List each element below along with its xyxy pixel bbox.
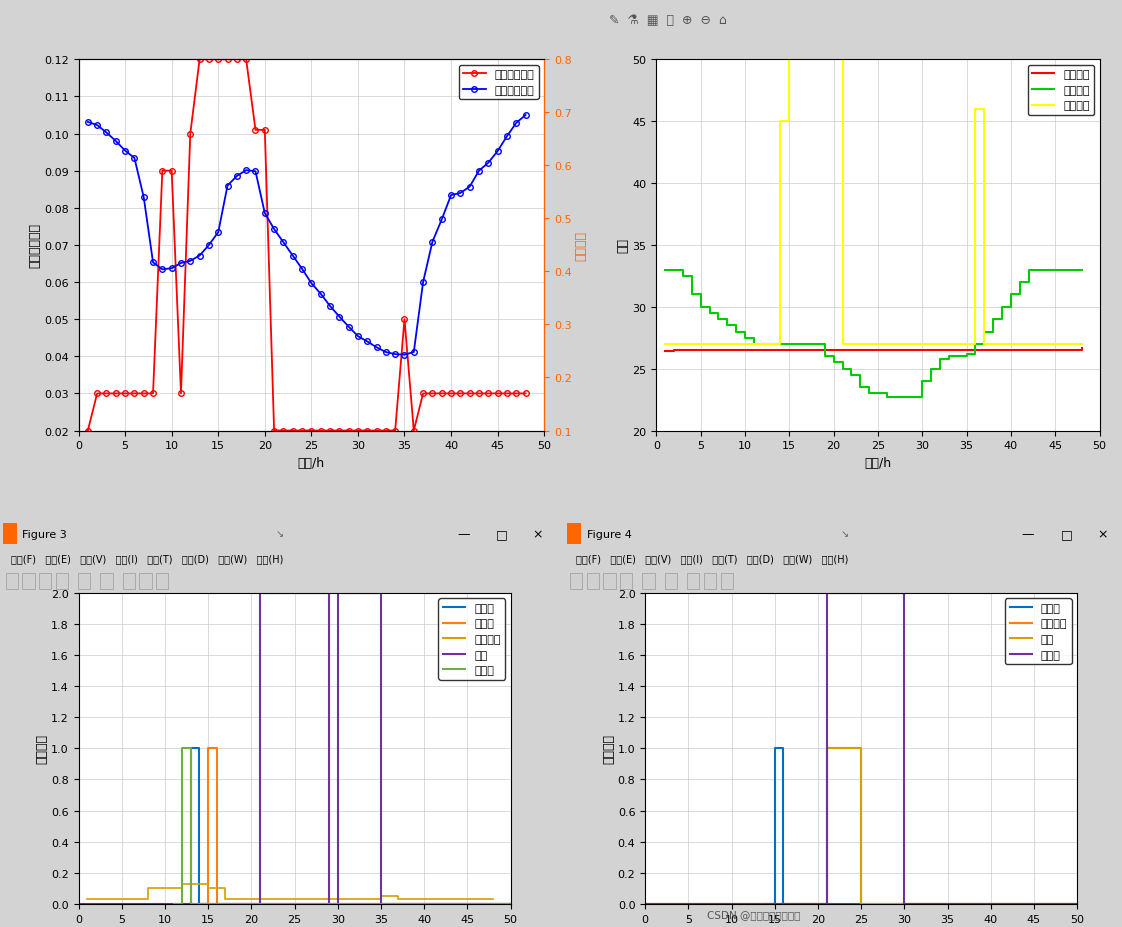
Bar: [703, 574, 716, 590]
Bar: [156, 574, 168, 590]
Legend: 室内温度, 室外温度, 热水温度: 室内温度, 室外温度, 热水温度: [1028, 66, 1094, 116]
Bar: [39, 574, 52, 590]
Bar: [570, 574, 582, 590]
Text: ×: ×: [533, 527, 543, 540]
Legend: 洗衣机, 热水壶, 刚性负荷, 电脑, 消毒柜: 洗衣机, 热水壶, 刚性负荷, 电脑, 消毒柜: [439, 599, 505, 679]
Bar: [79, 574, 91, 590]
Bar: [6, 574, 18, 590]
Text: CSDN @学习不好的电气仔: CSDN @学习不好的电气仔: [707, 909, 800, 920]
Bar: [604, 574, 616, 590]
Text: ✎  ⚗  ▦  ✋  ⊕  ⊖  ⌂: ✎ ⚗ ▦ ✋ ⊕ ⊖ ⌂: [608, 14, 727, 28]
Bar: [139, 574, 151, 590]
Legend: 洗碗机, 电动汽车, 电脑, 烘干机: 洗碗机, 电动汽车, 电脑, 烘干机: [1005, 599, 1072, 665]
Text: 文件(F)   编辑(E)   查看(V)   插入(I)   工具(T)   桌面(D)   窗口(W)   帮助(H): 文件(F) 编辑(E) 查看(V) 插入(I) 工具(T) 桌面(D) 窗口(W…: [576, 553, 848, 564]
Text: □: □: [1060, 527, 1073, 540]
Y-axis label: 温度: 温度: [617, 238, 629, 253]
Bar: [56, 574, 68, 590]
Text: Figure 4: Figure 4: [587, 529, 632, 539]
Bar: [567, 524, 581, 544]
Bar: [620, 574, 633, 590]
Text: □: □: [496, 527, 508, 540]
Y-axis label: 实时电价: 实时电价: [574, 231, 588, 260]
Text: ↘: ↘: [840, 529, 848, 539]
Bar: [687, 574, 699, 590]
Legend: 刚性负荷曲线, 实时电价曲线: 刚性负荷曲线, 实时电价曲线: [459, 66, 539, 100]
Y-axis label: 刚性负荷大小: 刚性负荷大小: [28, 223, 42, 268]
Bar: [643, 574, 655, 590]
Bar: [664, 574, 677, 590]
Bar: [22, 574, 35, 590]
Bar: [720, 574, 733, 590]
Text: —: —: [458, 527, 470, 540]
Text: ×: ×: [1097, 527, 1107, 540]
Bar: [122, 574, 135, 590]
Y-axis label: 调度结果: 调度结果: [35, 733, 48, 764]
Text: 文件(F)   编辑(E)   查看(V)   插入(I)   工具(T)   桌面(D)   窗口(W)   帮助(H): 文件(F) 编辑(E) 查看(V) 插入(I) 工具(T) 桌面(D) 窗口(W…: [11, 553, 284, 564]
X-axis label: 时间/h: 时间/h: [864, 456, 892, 469]
Bar: [2, 524, 17, 544]
Bar: [100, 574, 112, 590]
Text: ↘: ↘: [276, 529, 284, 539]
Bar: [587, 574, 599, 590]
Y-axis label: 调度结果: 调度结果: [601, 733, 615, 764]
X-axis label: 时间/h: 时间/h: [297, 456, 325, 469]
Text: Figure 3: Figure 3: [22, 529, 67, 539]
Text: —: —: [1022, 527, 1034, 540]
